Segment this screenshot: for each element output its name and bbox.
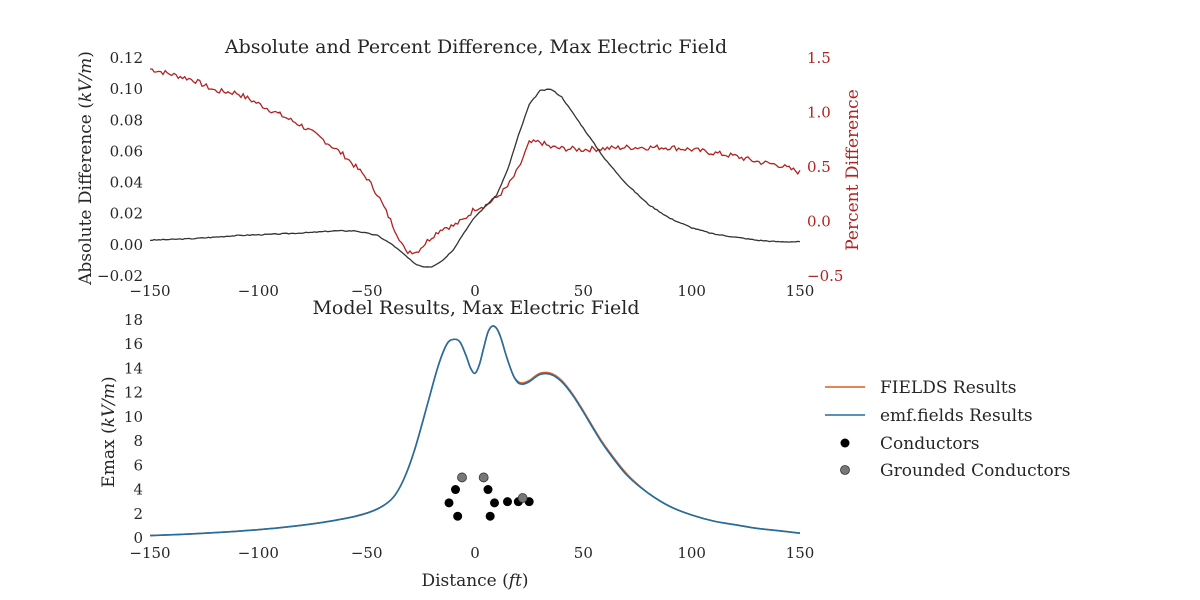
top-x-tick-label: 100: [677, 282, 706, 300]
conductor-point: [444, 498, 454, 508]
top-y-tick-label: −0.02: [97, 267, 143, 285]
percent-difference-line: [149, 68, 801, 255]
legend-grounded-label: Grounded Conductors: [880, 461, 1071, 481]
top-x-tick-label: 50: [574, 282, 593, 300]
bottom-x-ticks: −150 −100 −50 0 50 100 150: [129, 544, 814, 562]
top-y-tick-label: 0.06: [110, 142, 143, 160]
bottom-y-tick-label: 12: [124, 384, 143, 402]
conductor-point: [490, 498, 499, 508]
top-y2-tick-label: −0.5: [807, 267, 843, 285]
bottom-y-tick-label: 8: [133, 432, 143, 450]
top-y2-tick-label: 0.5: [807, 158, 831, 176]
bottom-y-tick-label: 4: [133, 481, 143, 499]
top-x-tick-label: −100: [238, 282, 279, 300]
top-right-y-axis-label: Percent Difference: [843, 89, 863, 251]
grounded-conductor-point: [478, 472, 489, 483]
bottom-y-tick-label: 0: [133, 529, 143, 547]
bottom-y-tick-label: 6: [133, 456, 143, 474]
bottom-panel: Model Results, Max Electric Field 0 2 4 6 8 1…: [99, 297, 1071, 591]
top-right-y-ticks: −0.5 0.0 0.5 1.0 1.5: [807, 49, 843, 285]
grounded-conductor-point: [517, 493, 528, 503]
top-y-tick-label: 0.08: [110, 111, 143, 129]
top-y2-tick-label: 1.0: [807, 104, 831, 122]
legend-fields-label: FIELDS Results: [880, 378, 1016, 398]
top-panel: Absolute and Percent Difference, Max Ele…: [76, 36, 863, 300]
bottom-y-ticks: 0 2 4 6 8 10 12 14 16 18: [124, 311, 143, 547]
top-left-y-ticks: −0.02 0.00 0.02 0.04 0.06 0.08 0.10 0.12: [97, 49, 143, 285]
conductor-point: [451, 485, 460, 495]
legend: FIELDS Results emf.fields Results Conduc…: [825, 378, 1071, 481]
bottom-y-tick-label: 16: [124, 335, 143, 353]
bottom-chart-title: Model Results, Max Electric Field: [312, 297, 639, 319]
emf-fields-results-line: [149, 325, 801, 537]
legend-emf-label: emf.fields Results: [880, 406, 1033, 426]
bottom-x-tick-label: −100: [238, 544, 279, 562]
bottom-y-tick-label: 18: [124, 311, 143, 329]
top-y2-tick-label: 1.5: [807, 49, 831, 67]
bottom-y-axis-label: Emax (kV/m): [99, 376, 119, 487]
bottom-x-tick-label: 150: [786, 544, 815, 562]
top-y-tick-label: 0.02: [110, 205, 143, 223]
conductor-point: [503, 497, 512, 507]
absolute-difference-line: [149, 88, 801, 268]
top-y-tick-label: 0.12: [110, 49, 143, 67]
bottom-x-axis-label: Distance (ft): [421, 571, 528, 591]
conductor-point: [485, 511, 495, 521]
bottom-x-tick-label: 0: [470, 544, 480, 562]
top-x-tick-label: −150: [129, 282, 170, 300]
top-x-tick-label: 150: [786, 282, 815, 300]
top-y-tick-label: 0.10: [110, 80, 143, 98]
top-y2-tick-label: 0.0: [807, 213, 831, 231]
conductor-point: [453, 511, 463, 521]
conductor-point: [483, 485, 493, 495]
legend-grounded-marker: [840, 465, 850, 475]
top-y-tick-label: 0.00: [110, 236, 143, 254]
top-y-tick-label: 0.04: [110, 174, 143, 192]
fields-results-line: [149, 325, 801, 537]
grounded-conductor-point: [457, 472, 467, 483]
top-left-y-axis-label: Absolute Difference (kV/m): [76, 51, 96, 286]
top-x-tick-label: −50: [351, 282, 383, 300]
bottom-x-tick-label: −150: [129, 544, 170, 562]
bottom-x-tick-label: 50: [574, 544, 593, 562]
top-x-tick-label: 0: [470, 282, 480, 300]
bottom-x-tick-label: −50: [351, 544, 383, 562]
top-x-ticks: −150 −100 −50 0 50 100 150: [129, 282, 814, 300]
legend-conductors-label: Conductors: [880, 434, 979, 454]
top-plot-area: [149, 68, 801, 268]
bottom-y-tick-label: 14: [124, 359, 143, 377]
bottom-y-tick-label: 2: [133, 505, 143, 523]
bottom-x-tick-label: 100: [677, 544, 706, 562]
bottom-y-tick-label: 10: [124, 408, 143, 426]
top-chart-title: Absolute and Percent Difference, Max Ele…: [224, 36, 727, 58]
bottom-plot-area: [149, 325, 801, 537]
legend-conductors-marker: [840, 438, 850, 448]
